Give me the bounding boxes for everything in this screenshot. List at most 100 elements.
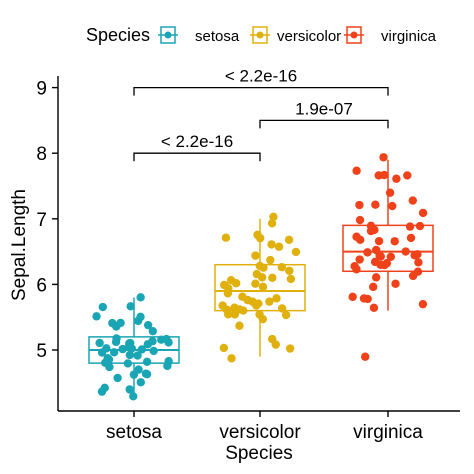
data-point <box>285 266 294 275</box>
data-point <box>112 334 121 343</box>
data-point <box>134 365 143 374</box>
data-point <box>388 201 397 211</box>
data-point <box>379 153 388 162</box>
data-point <box>363 248 372 257</box>
data-point <box>355 200 364 210</box>
data-point <box>363 294 372 304</box>
y-tick-label: 8 <box>36 144 47 165</box>
x-tick-label-setosa: setosa <box>106 422 162 443</box>
data-point <box>267 240 276 249</box>
data-point <box>274 242 284 251</box>
data-point <box>268 273 277 283</box>
data-point <box>379 170 389 180</box>
data-point <box>221 233 231 242</box>
data-point <box>370 257 380 267</box>
data-point <box>230 303 239 312</box>
data-point <box>136 293 145 302</box>
data-point <box>374 236 384 246</box>
points-versicolor <box>218 212 301 363</box>
data-point <box>97 387 107 396</box>
data-point <box>259 263 268 272</box>
data-point <box>238 292 247 301</box>
legend-title: Species <box>86 25 150 45</box>
data-point <box>218 301 227 310</box>
x-tick-label-versicolor: versicolor <box>219 422 301 443</box>
data-point <box>136 312 145 322</box>
data-point <box>355 235 365 245</box>
data-point <box>125 385 134 394</box>
data-point <box>371 273 381 282</box>
data-point <box>372 245 381 255</box>
data-point <box>95 338 104 348</box>
data-point <box>92 312 101 321</box>
data-point <box>401 247 410 256</box>
data-point <box>277 263 287 272</box>
data-point <box>227 354 236 363</box>
data-point <box>220 280 229 290</box>
comparison-bracket <box>133 86 389 96</box>
data-point <box>252 301 261 310</box>
data-point <box>269 212 278 222</box>
legend-key-icon <box>158 26 178 44</box>
data-point <box>219 343 229 353</box>
data-point <box>286 274 296 284</box>
p-value-label: < 2.2e-16 <box>161 132 233 151</box>
data-point <box>413 267 423 276</box>
legend-key-dot <box>256 31 264 39</box>
y-tick-label: 5 <box>36 341 47 362</box>
data-point <box>418 208 428 218</box>
points-setosa <box>92 293 173 401</box>
legend-item-versicolor: versicolor <box>250 26 341 45</box>
legend-item-virginica: virginica <box>344 26 437 45</box>
data-point <box>123 359 133 368</box>
data-point <box>148 337 157 346</box>
data-point <box>413 250 422 259</box>
data-point <box>277 304 287 313</box>
data-point <box>391 279 400 288</box>
data-point <box>136 378 145 387</box>
data-point <box>251 251 260 260</box>
jitter-points <box>92 153 428 401</box>
data-point <box>267 219 277 228</box>
legend-key-icon <box>344 26 364 44</box>
points-virginica <box>348 153 428 361</box>
data-point <box>98 302 107 312</box>
data-point <box>112 322 121 331</box>
legend-label: setosa <box>195 28 240 45</box>
data-point <box>405 222 415 231</box>
legend-label: versicolor <box>277 28 341 45</box>
legend-item-setosa: setosa <box>158 26 240 45</box>
data-point <box>369 303 379 312</box>
data-point <box>385 188 395 197</box>
data-point <box>258 282 268 292</box>
data-point <box>142 369 152 379</box>
data-point <box>118 344 127 354</box>
data-point <box>350 261 359 271</box>
data-point <box>251 279 260 288</box>
data-point <box>418 299 428 309</box>
y-tick-label: 7 <box>36 210 47 231</box>
data-point <box>255 310 264 319</box>
data-point <box>284 235 294 245</box>
p-value-label: < 2.2e-16 <box>225 67 297 86</box>
legend-key-dot <box>164 31 172 39</box>
data-point <box>390 237 399 246</box>
y-axis-title: Sepal.Length <box>9 189 30 301</box>
data-point <box>414 258 423 267</box>
data-point <box>392 174 401 183</box>
y-tick-label: 9 <box>36 79 47 100</box>
comparison-bracket <box>133 152 261 162</box>
legend: Species setosa versicolor virginica <box>86 25 437 45</box>
data-point <box>348 292 357 302</box>
data-point <box>408 196 417 205</box>
data-point <box>281 310 291 320</box>
data-point <box>272 294 281 303</box>
legend-key-dot <box>350 31 358 39</box>
data-point <box>133 351 142 360</box>
data-point <box>162 334 171 344</box>
data-point <box>285 344 295 353</box>
x-axis-title: Species <box>225 443 293 464</box>
data-point <box>102 344 111 353</box>
data-point <box>415 221 425 231</box>
